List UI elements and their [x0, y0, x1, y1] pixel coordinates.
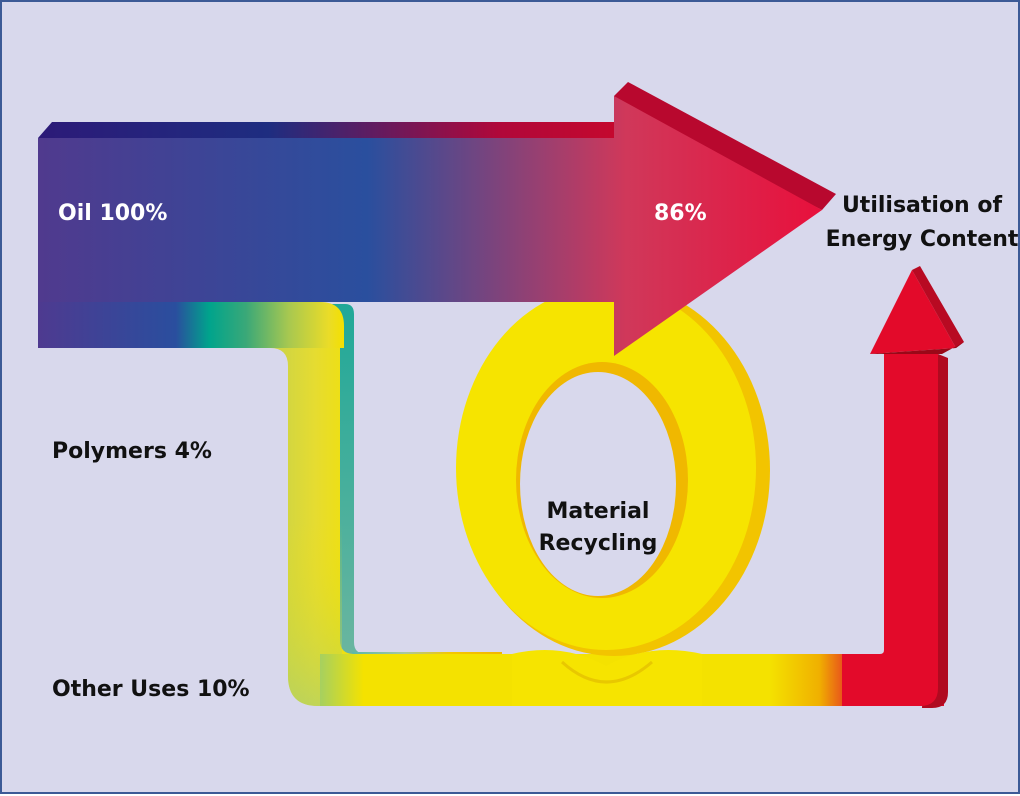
utilisation-label-line1: Utilisation of — [842, 193, 1003, 218]
main-oil-arrow — [38, 96, 822, 356]
oil-label: Oil 100% — [58, 201, 167, 226]
polymers-flow-depth — [332, 304, 472, 666]
loop-crossing — [512, 650, 702, 706]
energy-arrow-head-base — [870, 342, 964, 354]
polymers-flow-band — [38, 302, 344, 348]
utilisation-label-line2: Energy Content — [826, 227, 1019, 252]
recycling-loop-hole — [520, 372, 676, 596]
main-arrow-top-face — [38, 122, 614, 138]
energy-arrow-shaft — [842, 354, 938, 706]
polymers-label: Polymers 4% — [52, 439, 212, 464]
other-uses-label: Other Uses 10% — [52, 677, 250, 702]
main-arrow-head-top — [614, 82, 836, 210]
energy-share-label: 86% — [654, 201, 707, 226]
recycling-label-line1: Material — [547, 499, 650, 524]
loop-crossing-edge — [560, 660, 653, 684]
energy-arrow-head-side — [912, 266, 964, 348]
energy-arrow-head — [870, 270, 956, 354]
recycling-label-line2: Recycling — [539, 531, 658, 556]
